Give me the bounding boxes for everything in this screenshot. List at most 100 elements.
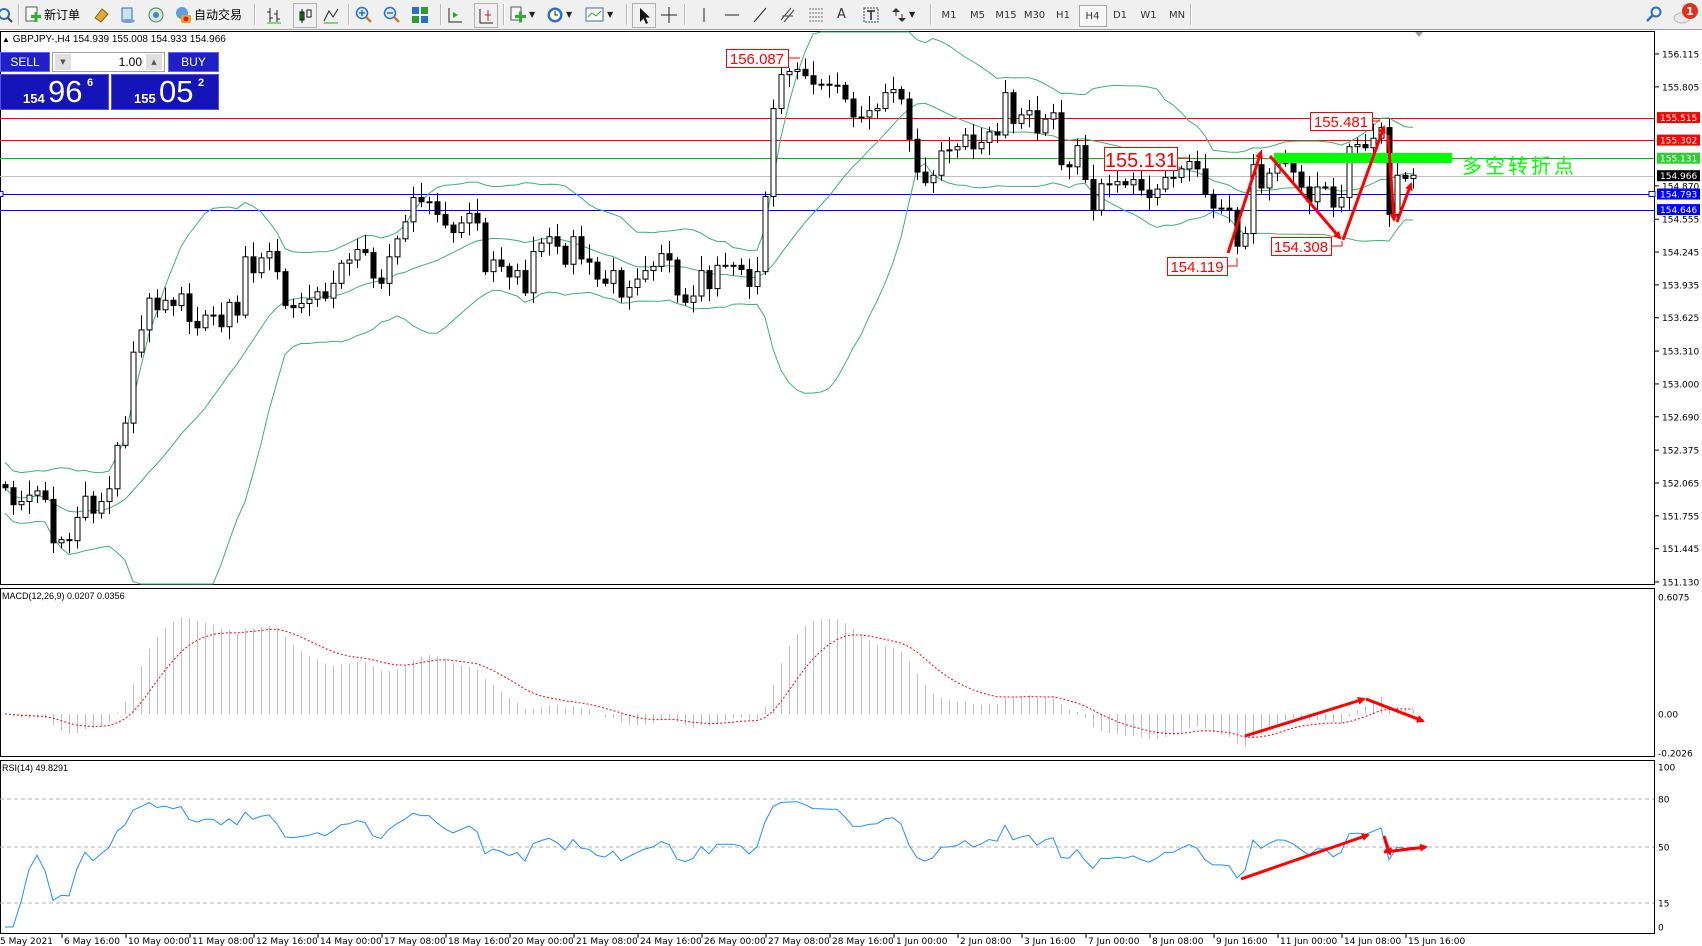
candle[interactable] [506, 265, 513, 278]
candle[interactable] [386, 256, 393, 284]
candle[interactable] [810, 75, 817, 85]
candle[interactable] [1026, 110, 1033, 116]
candle[interactable] [1298, 171, 1305, 188]
candle[interactable] [258, 257, 265, 274]
candle[interactable] [354, 248, 361, 261]
candle[interactable] [322, 291, 329, 299]
lot-increase-icon[interactable]: ▲ [146, 54, 162, 70]
candle[interactable] [434, 201, 441, 215]
candle[interactable] [146, 297, 153, 331]
candle[interactable] [730, 264, 737, 267]
candle[interactable] [442, 213, 449, 226]
candle[interactable] [26, 494, 33, 503]
candle[interactable] [602, 278, 609, 284]
candle[interactable] [1250, 164, 1257, 235]
candle[interactable] [690, 295, 697, 303]
candle[interactable] [1394, 174, 1401, 215]
timeframe-m1[interactable]: M1 [941, 9, 957, 21]
pivot-zone-rect[interactable] [1274, 153, 1452, 163]
candle[interactable] [930, 174, 937, 184]
candle[interactable] [458, 222, 465, 233]
candle[interactable] [1290, 163, 1297, 173]
candle[interactable] [586, 258, 593, 263]
candle[interactable] [1130, 179, 1137, 186]
candle[interactable] [290, 305, 297, 309]
level-label-box[interactable] [1104, 147, 1178, 171]
fibonacci-icon[interactable] [807, 3, 825, 26]
candle[interactable] [546, 236, 553, 244]
candle[interactable] [618, 270, 625, 298]
candle[interactable] [898, 88, 905, 100]
rsi-arrow-down[interactable] [1382, 835, 1392, 856]
candle[interactable] [986, 131, 993, 143]
timeframe-m5[interactable]: M5 [970, 9, 985, 21]
candle[interactable] [490, 259, 497, 273]
candle[interactable] [450, 224, 457, 233]
macd-arrow-up[interactable] [1244, 696, 1366, 738]
arrow-down-1[interactable] [1268, 155, 1342, 240]
arrow-up-3[interactable] [1395, 182, 1413, 223]
candle[interactable] [1018, 114, 1025, 124]
sell-price-box[interactable]: 154 96 6 [0, 74, 109, 110]
candle[interactable] [666, 253, 673, 261]
candle[interactable] [522, 270, 529, 294]
candle[interactable] [946, 149, 953, 152]
timeframe-w1[interactable]: W1 [1140, 9, 1157, 21]
candle[interactable] [818, 83, 825, 86]
candle[interactable] [570, 236, 577, 265]
candle[interactable] [1330, 186, 1337, 208]
candle[interactable] [658, 253, 665, 267]
candle[interactable] [98, 501, 105, 514]
candle[interactable] [1154, 188, 1161, 199]
candle[interactable] [1162, 176, 1169, 190]
candle[interactable] [1226, 207, 1233, 211]
auto-scroll-icon[interactable] [446, 3, 464, 26]
candle[interactable] [978, 141, 985, 150]
line-handle[interactable] [1648, 191, 1656, 198]
candle[interactable] [1338, 197, 1345, 208]
candle[interactable] [1186, 161, 1193, 170]
candle[interactable] [242, 256, 249, 316]
high-2-label-box[interactable] [1310, 112, 1373, 131]
candle[interactable] [562, 245, 569, 265]
candle[interactable] [1010, 92, 1017, 124]
candle[interactable] [794, 68, 801, 72]
tile-windows-icon[interactable] [411, 3, 429, 26]
candle[interactable] [682, 294, 689, 303]
candle[interactable] [634, 278, 641, 289]
rsi-arrow-up[interactable] [1240, 833, 1370, 881]
candle[interactable] [466, 212, 473, 224]
candle[interactable] [10, 487, 17, 506]
candle[interactable] [18, 501, 25, 506]
candle[interactable] [378, 277, 385, 284]
candle[interactable] [538, 242, 545, 253]
arrows-button[interactable]: ▼ [891, 3, 915, 26]
candle[interactable] [738, 264, 745, 271]
candle[interactable] [858, 116, 865, 119]
candle[interactable] [970, 134, 977, 150]
candle[interactable] [1402, 174, 1409, 179]
search-icon[interactable] [1645, 3, 1663, 26]
candle[interactable] [650, 265, 657, 272]
candle[interactable] [1098, 183, 1105, 211]
candle[interactable] [514, 270, 521, 278]
candle[interactable] [1002, 92, 1009, 136]
timeframe-m30[interactable]: M30 [1023, 9, 1046, 21]
candle[interactable] [698, 270, 705, 297]
trendline-icon[interactable] [752, 3, 768, 26]
candle[interactable] [170, 299, 177, 307]
candle[interactable] [1178, 168, 1185, 178]
candle[interactable] [1410, 174, 1417, 179]
candle[interactable] [186, 293, 193, 322]
candle[interactable] [154, 297, 161, 311]
candle[interactable] [266, 251, 273, 259]
candle[interactable] [714, 264, 721, 290]
lot-decrease-icon[interactable]: ▼ [55, 54, 71, 70]
candle[interactable] [410, 197, 417, 223]
candle[interactable] [1170, 176, 1177, 179]
candle[interactable] [834, 84, 841, 87]
candle[interactable] [1354, 144, 1361, 148]
arrow-up-2[interactable] [1341, 125, 1386, 241]
candle[interactable] [786, 70, 793, 76]
candle[interactable] [906, 98, 913, 140]
